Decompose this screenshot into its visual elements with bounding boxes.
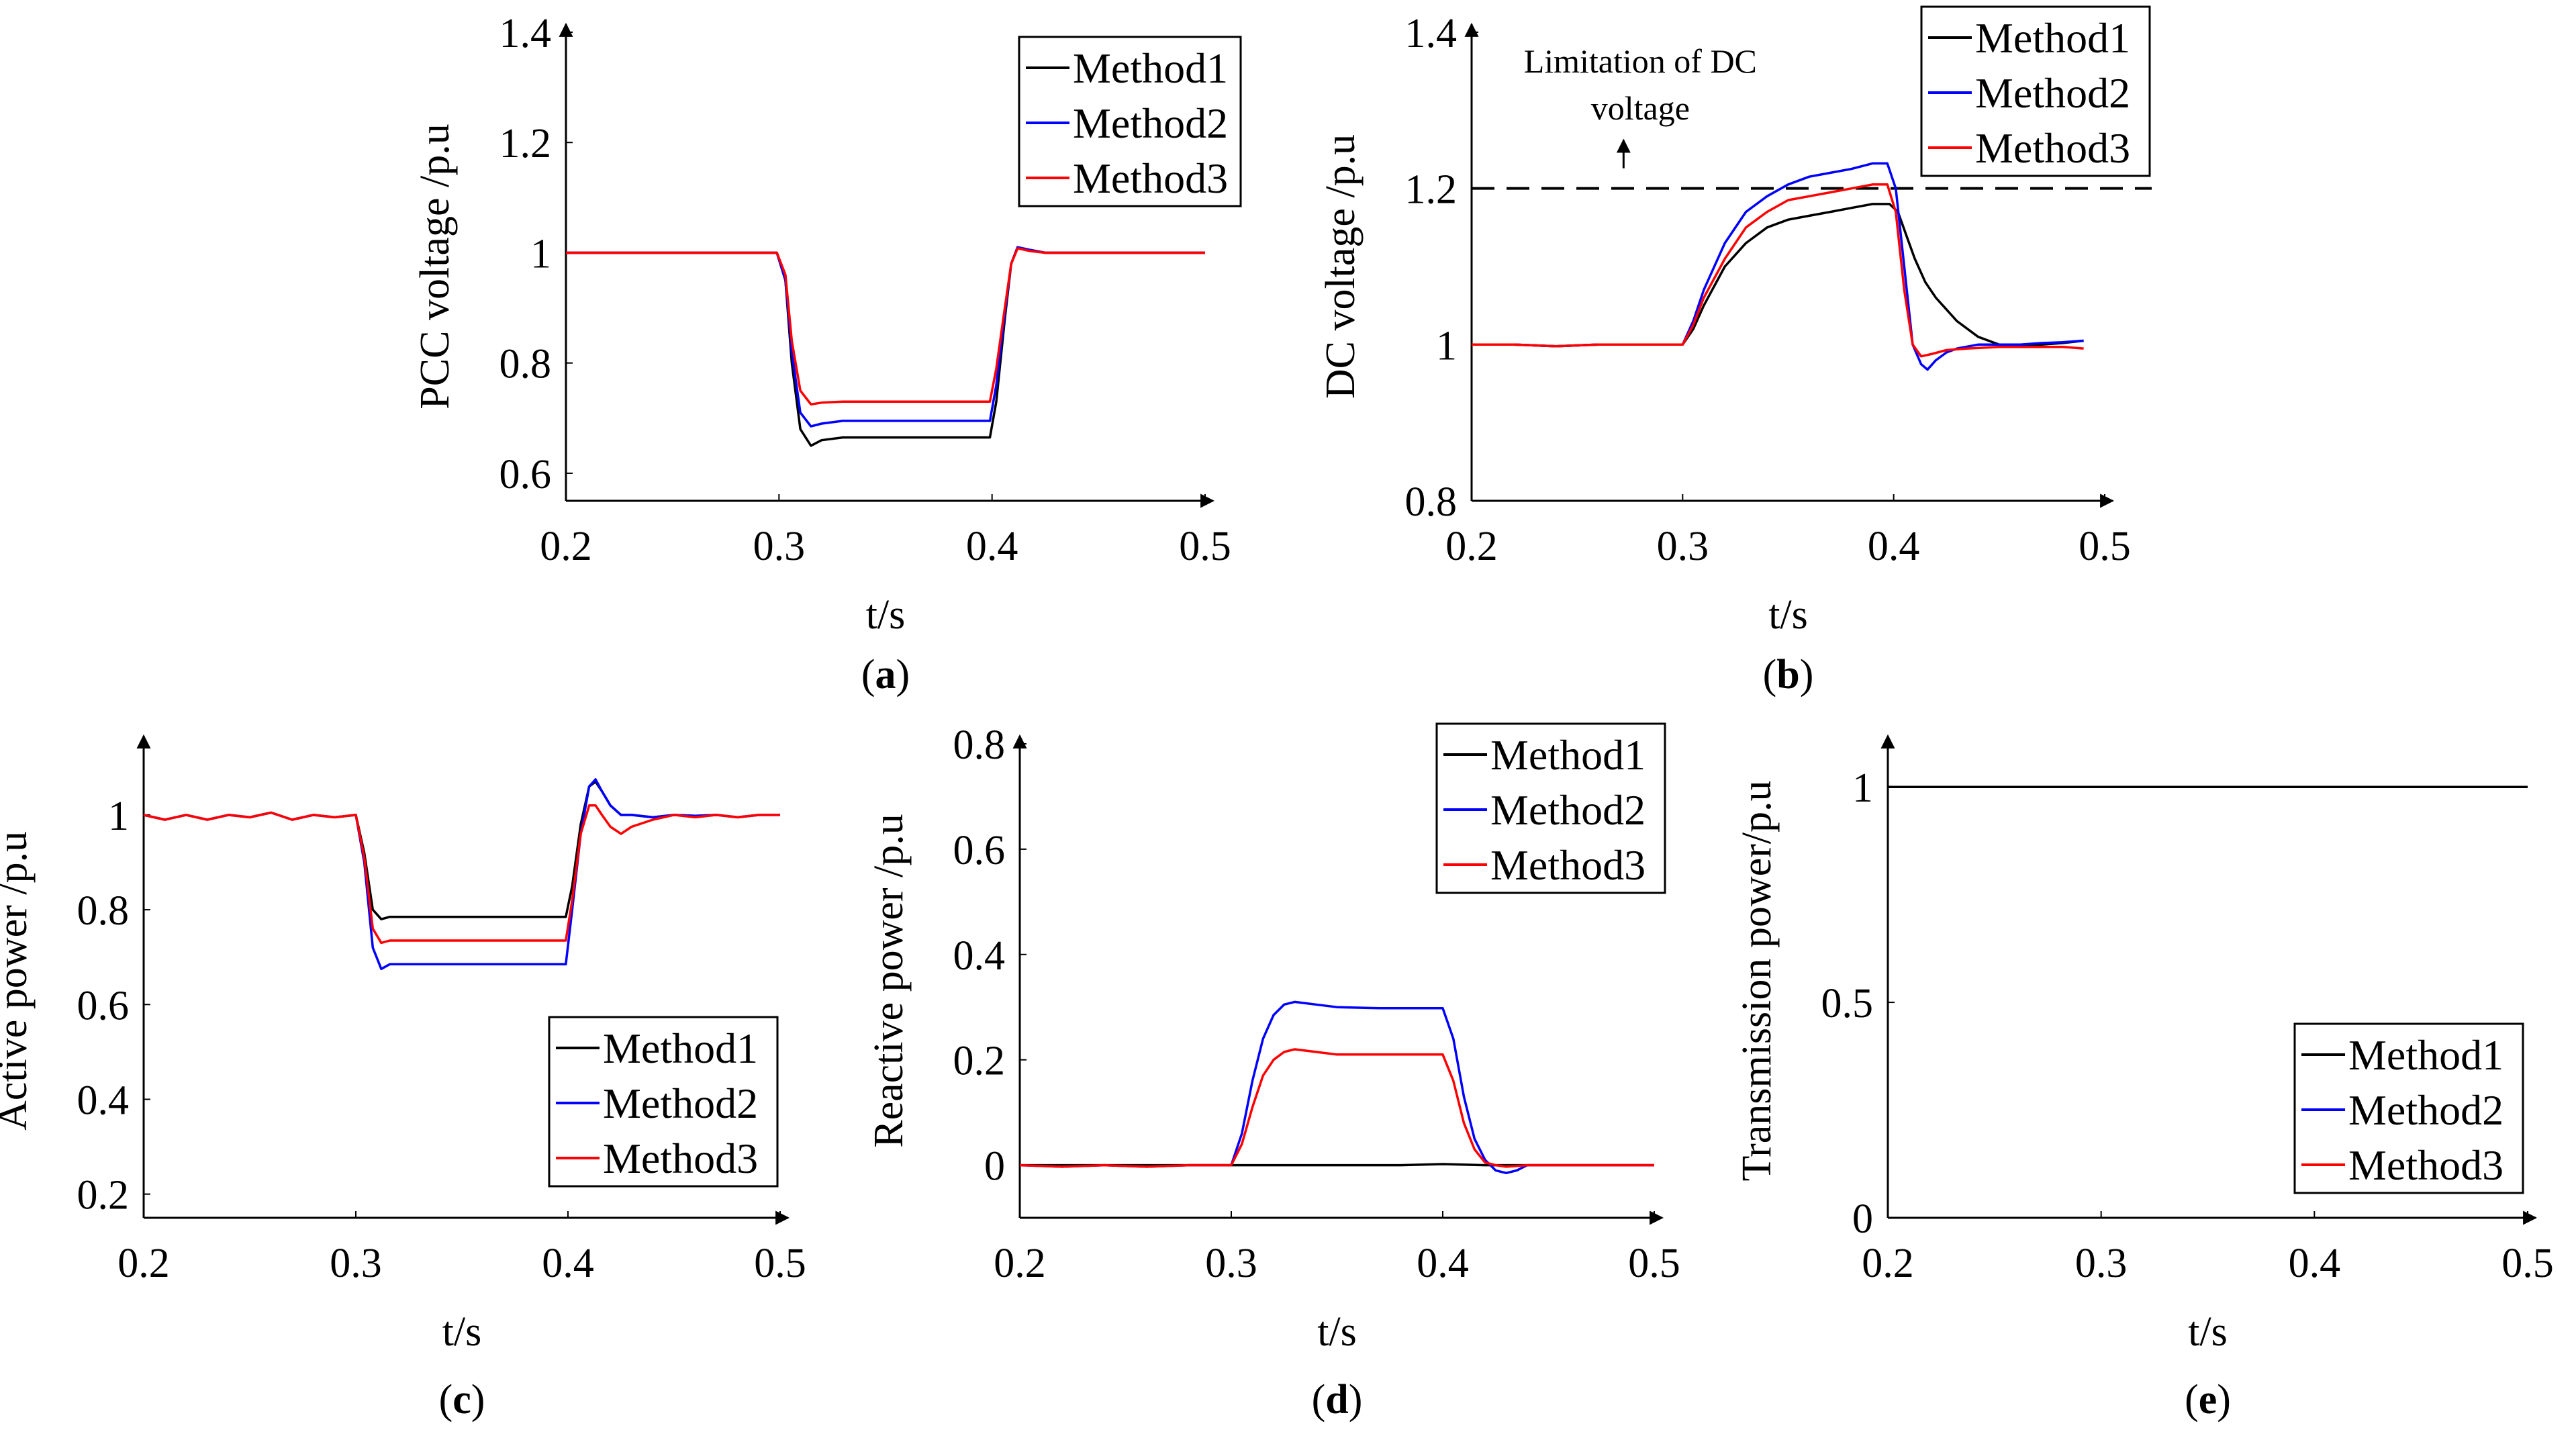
- x-tick-label: 0.5: [1179, 524, 1231, 569]
- x-axis-label: t/s: [1317, 1309, 1357, 1355]
- legend-entry: Method1: [1073, 44, 1228, 92]
- series-line-method1: [143, 780, 780, 920]
- limit-annotation: Limitation of DC: [1524, 42, 1757, 80]
- legend-entry: Method1: [1975, 14, 2130, 62]
- x-tick-label: 0.5: [1628, 1241, 1680, 1286]
- y-tick-label: 1: [530, 231, 551, 277]
- y-tick-label: 0.6: [499, 452, 552, 497]
- x-axis-label: t/s: [866, 592, 906, 638]
- chart-panel-e: 0.2 0.3 0.4 0.5 0 0.5 1 t/s Transmission power/p…: [1734, 734, 2554, 1423]
- series-line-method1: [566, 246, 1205, 447]
- x-axis-label: t/s: [2188, 1309, 2228, 1355]
- legend-entry: Method3: [1490, 841, 1645, 889]
- y-tick-label: 1: [1852, 765, 1873, 811]
- x-tick-label: 0.4: [2289, 1241, 2341, 1286]
- legend-entry: Method2: [603, 1080, 758, 1127]
- x-tick-label: 0.3: [1657, 524, 1709, 569]
- y-tick-label: 0.8: [1405, 479, 1458, 525]
- legend-entry: Method3: [2348, 1141, 2503, 1189]
- y-tick-label: 0.8: [499, 342, 552, 387]
- limit-annotation: voltage: [1591, 89, 1690, 127]
- series-line-method2: [1472, 162, 2084, 371]
- x-tick-label: 0.5: [754, 1241, 806, 1286]
- x-tick-label: 0.4: [542, 1241, 594, 1286]
- panel-label: (a): [861, 652, 910, 698]
- y-tick-label: 0.8: [953, 722, 1006, 768]
- series-line-method3: [1472, 183, 2084, 358]
- y-tick-label: 0.2: [953, 1039, 1006, 1084]
- legend-entry: Method1: [603, 1024, 758, 1072]
- y-axis-label: Reactive power /p.u: [866, 814, 912, 1148]
- y-tick-label: 1.4: [499, 11, 552, 56]
- series-line-method3: [1019, 1048, 1654, 1168]
- legend: Method1 Method2 Method3: [2293, 1022, 2524, 1194]
- panel-label: (b): [1763, 652, 1814, 698]
- chart-panel-d: 0.2 0.3 0.4 0.5 0 0.2 0.4 0.6 0.8 t/s Reactive pow…: [866, 722, 1680, 1423]
- legend: Method1 Method2 Method3: [1018, 36, 1242, 207]
- x-tick-label: 0.2: [1445, 524, 1498, 569]
- x-tick-label: 0.2: [540, 524, 592, 569]
- legend-entry: Method2: [1490, 786, 1645, 834]
- y-tick-label: 0.6: [953, 828, 1006, 873]
- series-line-method3: [143, 804, 780, 945]
- x-tick-label: 0.5: [2079, 524, 2131, 569]
- x-tick-label: 0.5: [2501, 1241, 2554, 1286]
- legend: Method1 Method2 Method3: [1435, 722, 1666, 894]
- x-axis-label: t/s: [1768, 592, 1808, 638]
- series-line-method2: [566, 246, 1205, 428]
- series-line-method1: [1472, 203, 2084, 348]
- x-tick-label: 0.4: [1868, 524, 1920, 569]
- x-tick-label: 0.4: [1417, 1241, 1469, 1286]
- legend-entry: Method2: [2348, 1086, 2503, 1134]
- chart-panel-c: 0.2 0.3 0.4 0.5 0.2 0.4 0.6 0.8 1 t/s Active power…: [0, 734, 806, 1423]
- legend-entry: Method3: [1975, 124, 2130, 172]
- legend-entry: Method3: [1073, 154, 1228, 202]
- series-line-method3: [566, 247, 1205, 406]
- y-tick-label: 0: [984, 1144, 1005, 1190]
- legend-entry: Method1: [2348, 1031, 2503, 1079]
- x-axis-label: t/s: [442, 1309, 482, 1355]
- y-tick-label: 0: [1852, 1196, 1873, 1242]
- y-axis-label: Active power /p.u: [0, 831, 36, 1131]
- x-tick-label: 0.2: [117, 1241, 170, 1286]
- y-tick-label: 0.8: [77, 888, 130, 934]
- legend-entry: Method1: [1490, 731, 1645, 779]
- x-tick-label: 0.2: [1862, 1241, 1914, 1286]
- legend: Method1 Method2 Method3: [1920, 5, 2151, 177]
- chart-panel-a: 0.2 0.3 0.4 0.5 0.6 0.8 1 1.2 1.4 t/s PCC voltage …: [412, 11, 1242, 698]
- y-tick-label: 0.2: [77, 1173, 130, 1218]
- y-tick-label: 1.2: [499, 121, 552, 166]
- series-line-method2: [1019, 1000, 1654, 1175]
- y-tick-label: 1.2: [1405, 167, 1458, 213]
- y-tick-label: 0.5: [1821, 981, 1874, 1026]
- legend-entry: Method2: [1975, 69, 2130, 117]
- legend-entry: Method3: [603, 1135, 758, 1182]
- x-tick-label: 0.2: [994, 1241, 1046, 1286]
- y-tick-label: 0.4: [953, 933, 1006, 979]
- y-axis-label: Transmission power/p.u: [1734, 780, 1780, 1181]
- panel-label: (c): [439, 1377, 485, 1423]
- y-tick-label: 1: [1436, 323, 1457, 369]
- x-tick-label: 0.4: [966, 524, 1018, 569]
- panel-label: (d): [1312, 1377, 1363, 1423]
- y-tick-label: 0.6: [77, 983, 130, 1028]
- legend-entry: Method2: [1073, 99, 1228, 147]
- legend: Method1 Method2 Method3: [548, 1016, 779, 1188]
- y-axis-label: PCC voltage /p.u: [412, 124, 458, 409]
- y-tick-label: 1: [108, 794, 129, 839]
- chart-panel-b: 0.2 0.3 0.4 0.5 0.8 1 1.2 1.4 t/s DC voltage /p.u…: [1318, 5, 2152, 698]
- x-tick-label: 0.3: [330, 1241, 382, 1286]
- x-tick-label: 0.3: [2075, 1241, 2128, 1286]
- y-axis-label: DC voltage /p.u: [1318, 134, 1364, 399]
- panel-label: (e): [2185, 1377, 2231, 1423]
- x-tick-label: 0.3: [1205, 1241, 1257, 1286]
- y-tick-label: 1.4: [1405, 11, 1458, 56]
- x-tick-label: 0.3: [753, 524, 806, 569]
- y-tick-label: 0.4: [77, 1078, 130, 1124]
